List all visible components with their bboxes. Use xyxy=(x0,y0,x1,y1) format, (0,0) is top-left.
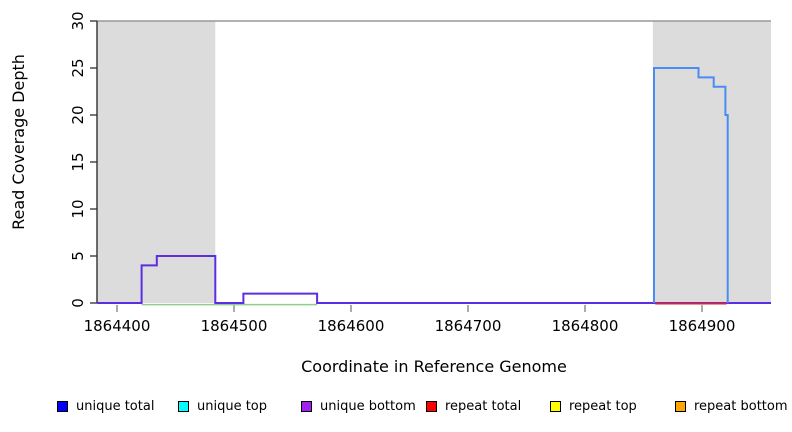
legend-item-repeat-total: repeat total xyxy=(426,398,521,414)
x-tick-label: 1864500 xyxy=(201,317,268,335)
x-tick-label: 1864900 xyxy=(669,317,736,335)
x-tick-label: 1864400 xyxy=(84,317,151,335)
legend-item-unique-top: unique top xyxy=(178,398,267,414)
y-axis-title: Read Coverage Depth xyxy=(9,54,28,230)
y-tick-label: 0 xyxy=(69,298,87,308)
y-tick-label: 30 xyxy=(69,11,87,30)
legend-label-unique-bottom: unique bottom xyxy=(320,398,416,414)
legend-swatch-unique-top xyxy=(178,400,189,412)
y-tick-label: 25 xyxy=(69,58,87,77)
legend-label-unique-top: unique top xyxy=(197,398,268,414)
legend-swatch-unique-total xyxy=(57,400,68,412)
legend-label-repeat-top: repeat top xyxy=(569,398,637,414)
x-tick-label: 1864600 xyxy=(318,317,385,335)
series-line-unique-total xyxy=(653,67,729,303)
legend-label-repeat-total: repeat total xyxy=(445,398,522,414)
legend-item-repeat-top: repeat top xyxy=(550,398,637,414)
shaded-region xyxy=(652,21,772,303)
y-tick-label: 5 xyxy=(69,251,87,261)
legend-swatch-unique-bottom xyxy=(301,400,312,412)
legend-item-repeat-bottom: repeat bottom xyxy=(675,398,788,414)
legend-item-unique-total: unique total xyxy=(57,398,154,414)
x-axis-title: Coordinate in Reference Genome xyxy=(301,357,567,376)
legend-label-unique-total: unique total xyxy=(76,398,155,414)
legend-item-unique-bottom: unique bottom xyxy=(301,398,416,414)
y-tick-label: 15 xyxy=(69,152,87,171)
legend-label-repeat-bottom: repeat bottom xyxy=(694,398,788,414)
chart-legend: unique total unique top unique bottom repea… xyxy=(0,398,792,418)
legend-swatch-repeat-top xyxy=(550,400,561,412)
x-tick-label: 1864700 xyxy=(435,317,502,335)
y-tick-label: 20 xyxy=(69,105,87,124)
legend-swatch-repeat-total xyxy=(426,400,437,412)
series-line-unique-bottom xyxy=(97,255,771,304)
y-tick-label: 10 xyxy=(69,199,87,218)
legend-swatch-repeat-bottom xyxy=(675,400,686,412)
x-tick-label: 1864800 xyxy=(552,317,619,335)
